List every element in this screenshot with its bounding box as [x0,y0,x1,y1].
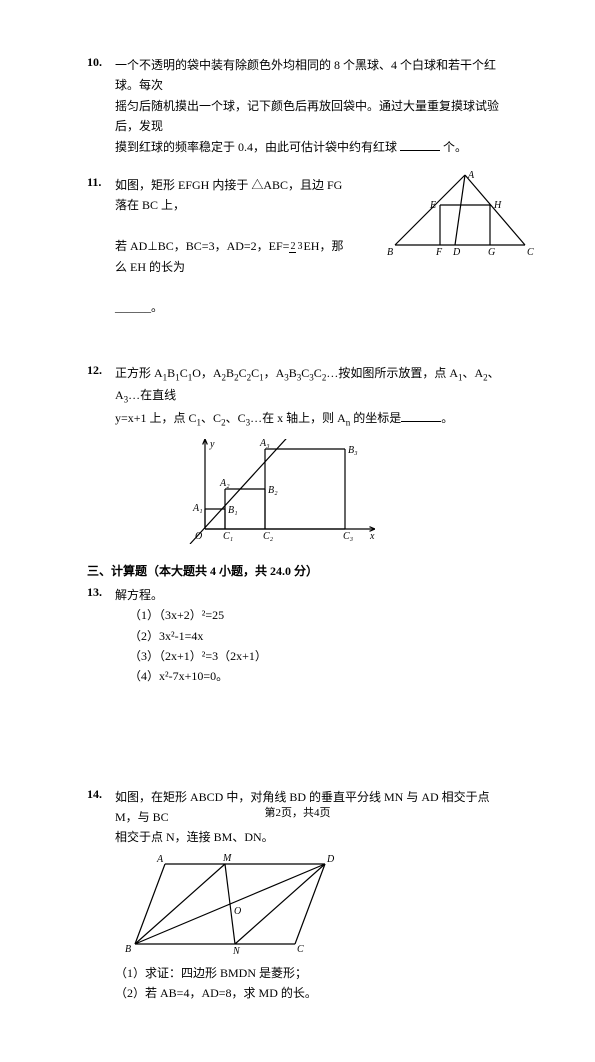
figure-triangle-rect: A B C D E H F G [385,170,540,265]
question-number: 10. [87,55,102,70]
page-footer: 第2页，共4页 [0,804,595,820]
svg-text:C: C [297,944,304,955]
question-body: 如图，矩形 EFGH 内接于 △ABC，且边 FG 落在 BC 上， 若 AD⊥… [115,175,345,318]
svg-text:B₂: B₂ [268,485,278,496]
svg-text:B₃: B₃ [348,445,358,456]
text: 一个不透明的袋中装有除颜色外均相同的 8 个黑球、4 个白球和若干个红球。每次 [115,58,496,92]
figure-squares-line: O C₁ C₂ C₃ x y A₁ A₂ A₃ B₁ B₂ B₃ [165,439,375,544]
question-number: 11. [87,175,101,190]
svg-text:A: A [156,854,164,865]
svg-text:C₂: C₂ [263,531,274,542]
svg-text:C₃: C₃ [343,531,354,542]
svg-text:D: D [326,854,335,865]
fill-blank [401,409,441,422]
text: 摸到红球的频率稳定于 0.4，由此可估计袋中约有红球 [115,140,397,154]
fill-blank [400,138,440,151]
svg-text:O: O [234,906,241,917]
sub-item: （2）若 AB=4，AD=8，求 MD 的长。 [115,983,510,1003]
text: 若 AD⊥BC，BC=3，AD=2，EF= [115,239,289,253]
question-body: 解方程。 （1）（3x+2）²=25 （2）3x²-1=4x （3）（2x+1）… [115,585,510,687]
question-number: 12. [87,363,102,378]
text: 解方程。 [115,588,163,602]
svg-text:B: B [125,944,131,955]
svg-text:A: A [467,170,475,181]
figure-rhombus-rect: A D B C M N O [125,854,345,959]
question-body: 正方形 A1B1C1O，A2B2C2C1，A3B3C3C2…按如图所示放置，点 … [115,363,510,431]
svg-text:C: C [527,247,534,258]
text: 如图，矩形 EFGH 内接于 △ABC，且边 FG 落在 BC 上， [115,178,342,212]
question-12: 12. 正方形 A1B1C1O，A2B2C2C1，A3B3C3C2…按如图所示放… [115,363,510,544]
text: 个。 [443,140,467,154]
svg-text:C₁: C₁ [223,531,233,542]
svg-text:G: G [488,247,495,258]
question-13: 13. 解方程。 （1）（3x+2）²=25 （2）3x²-1=4x （3）（2… [115,585,510,687]
svg-text:y: y [209,439,215,450]
svg-text:O: O [195,531,202,542]
svg-text:A₂: A₂ [219,478,230,489]
text: 摇匀后随机摸出一个球，记下颜色后再放回袋中。通过大量重复摸球试验后，发现 [115,99,499,133]
svg-text:H: H [493,200,502,211]
svg-text:A₃: A₃ [259,439,270,449]
fraction: 23 [289,242,303,252]
svg-text:D: D [452,247,461,258]
question-11: 11. 如图，矩形 EFGH 内接于 △ABC，且边 FG 落在 BC 上， 若… [115,175,510,318]
sub-item: （4）x²-7x+10=0。 [115,666,510,686]
sub-item: （1）（3x+2）²=25 [115,605,510,625]
svg-text:E: E [429,200,436,211]
svg-text:F: F [435,247,443,258]
question-number: 14. [87,787,102,802]
sub-item: （3）（2x+1）²=3（2x+1） [115,646,510,666]
sub-item: （2）3x²-1=4x [115,626,510,646]
question-body: 一个不透明的袋中装有除颜色外均相同的 8 个黑球、4 个白球和若干个红球。每次 … [115,55,510,157]
question-number: 13. [87,585,102,600]
svg-text:M: M [222,854,232,864]
question-10: 10. 一个不透明的袋中装有除颜色外均相同的 8 个黑球、4 个白球和若干个红球… [115,55,510,157]
svg-text:N: N [232,946,241,957]
svg-text:x: x [369,531,375,542]
svg-text:B: B [387,247,393,258]
sub-item: （1）求证：四边形 BMDN 是菱形； [115,963,510,983]
text: ______。 [115,300,163,314]
svg-text:B₁: B₁ [228,505,238,516]
svg-text:A₁: A₁ [192,503,203,514]
section-title: 三、计算题（本大题共 4 小题，共 24.0 分） [87,562,510,579]
text: 相交于点 N，连接 BM、DN。 [115,830,274,844]
